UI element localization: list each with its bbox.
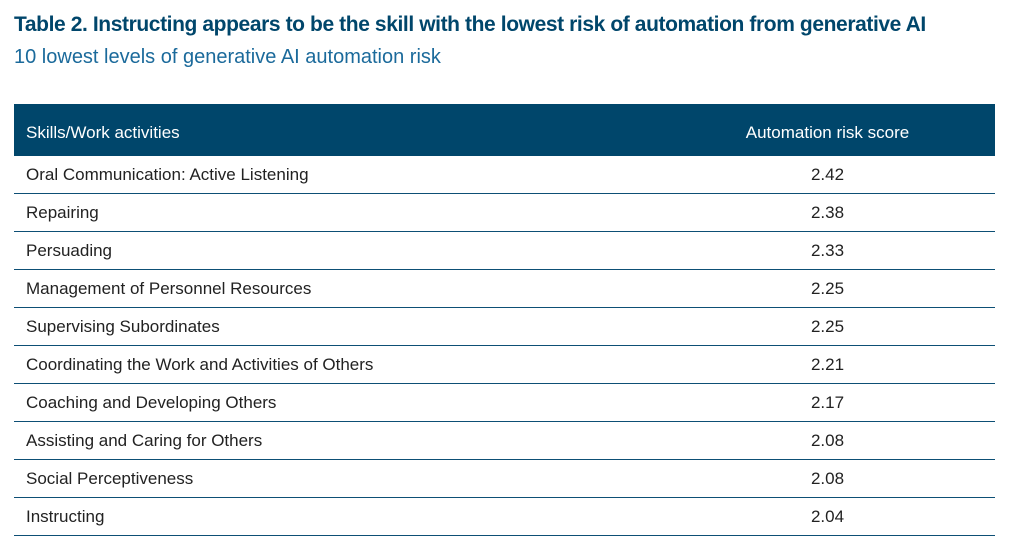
skill-cell: Assisting and Caring for Others bbox=[14, 421, 660, 460]
table-row: Coaching and Developing Others 2.17 bbox=[14, 383, 995, 422]
skill-cell: Oral Communication: Active Listening bbox=[14, 156, 660, 194]
table-body: Oral Communication: Active Listening 2.42… bbox=[14, 156, 995, 536]
score-cell: 2.08 bbox=[660, 459, 995, 498]
table-row: Instructing 2.04 bbox=[14, 497, 995, 536]
skill-cell: Supervising Subordinates bbox=[14, 307, 660, 346]
score-cell: 2.42 bbox=[660, 156, 995, 194]
skill-cell: Persuading bbox=[14, 231, 660, 270]
header-skills: Skills/Work activities bbox=[26, 123, 180, 142]
table-subtitle: 10 lowest levels of generative AI automa… bbox=[14, 46, 441, 68]
table-header: Skills/Work activities Automation risk s… bbox=[14, 104, 995, 156]
table-row: Persuading 2.33 bbox=[14, 231, 995, 270]
table-title: Table 2. Instructing appears to be the s… bbox=[14, 13, 926, 36]
skill-cell: Instructing bbox=[14, 497, 660, 536]
header-score: Automation risk score bbox=[745, 123, 910, 142]
skill-cell: Coordinating the Work and Activities of … bbox=[14, 345, 660, 384]
score-cell: 2.17 bbox=[660, 383, 995, 422]
table-row: Oral Communication: Active Listening 2.42 bbox=[14, 156, 995, 194]
table-container: Skills/Work activities Automation risk s… bbox=[14, 104, 995, 536]
table-row: Repairing 2.38 bbox=[14, 193, 995, 232]
score-cell: 2.21 bbox=[660, 345, 995, 384]
skill-cell: Management of Personnel Resources bbox=[14, 269, 660, 308]
score-cell: 2.25 bbox=[660, 269, 995, 308]
table-row: Social Perceptiveness 2.08 bbox=[14, 459, 995, 498]
table-header-row: Skills/Work activities Automation risk s… bbox=[14, 104, 995, 156]
score-cell: 2.25 bbox=[660, 307, 995, 346]
score-cell: 2.33 bbox=[660, 231, 995, 270]
skill-cell: Coaching and Developing Others bbox=[14, 383, 660, 422]
skill-cell: Repairing bbox=[14, 193, 660, 232]
table-row: Management of Personnel Resources 2.25 bbox=[14, 269, 995, 308]
score-cell: 2.38 bbox=[660, 193, 995, 232]
table-row: Assisting and Caring for Others 2.08 bbox=[14, 421, 995, 460]
skill-cell: Social Perceptiveness bbox=[14, 459, 660, 498]
score-cell: 2.08 bbox=[660, 421, 995, 460]
automation-risk-table: Skills/Work activities Automation risk s… bbox=[14, 104, 995, 536]
table-row: Coordinating the Work and Activities of … bbox=[14, 345, 995, 384]
score-cell: 2.04 bbox=[660, 497, 995, 536]
table-row: Supervising Subordinates 2.25 bbox=[14, 307, 995, 346]
